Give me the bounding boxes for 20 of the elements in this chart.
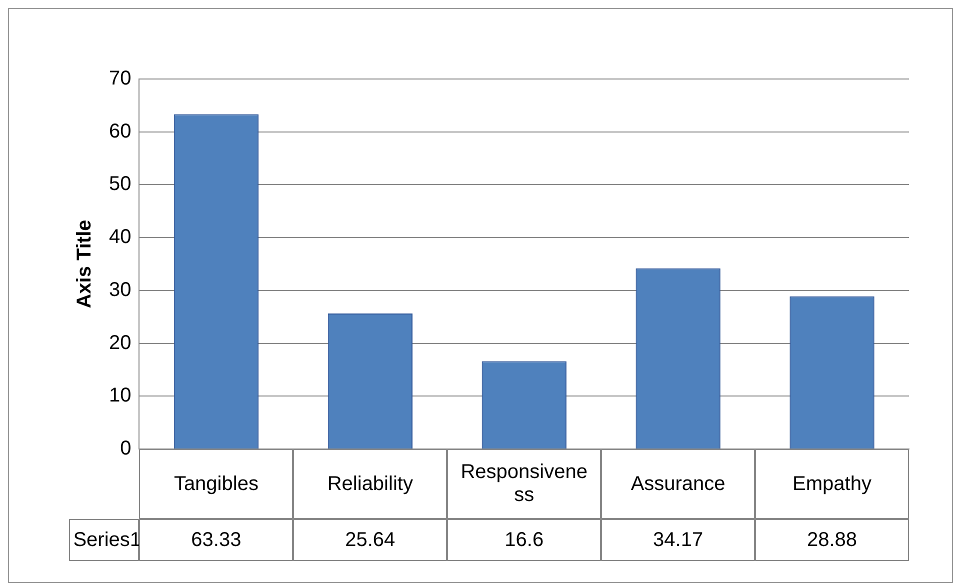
x-tick-label: Empathy <box>755 449 909 519</box>
y-tick-label: 70 <box>108 68 132 90</box>
data-label: 25.64 <box>293 519 448 561</box>
y-tick-label: 20 <box>108 332 132 354</box>
y-tick-label: 0 <box>120 438 132 460</box>
y-tick-label: 60 <box>108 120 132 142</box>
data-label: 34.17 <box>601 519 756 561</box>
x-tick-label: Assurance <box>601 449 756 519</box>
data-label: 28.88 <box>755 519 909 561</box>
x-tick-label: Tangibles <box>139 449 294 519</box>
x-tick-label: Responsiveness <box>447 449 602 519</box>
data-label: 16.6 <box>447 519 602 561</box>
text: Series1 <box>69 519 142 561</box>
y-axis-title: Axis Title <box>74 220 96 308</box>
data-label: 63.33 <box>139 519 294 561</box>
y-tick-label: 50 <box>108 173 132 196</box>
y-tick-label: 10 <box>108 384 132 407</box>
x-tick-label: Reliability <box>293 449 448 519</box>
y-tick-label: 40 <box>108 226 132 248</box>
y-tick-label: 30 <box>108 278 132 301</box>
